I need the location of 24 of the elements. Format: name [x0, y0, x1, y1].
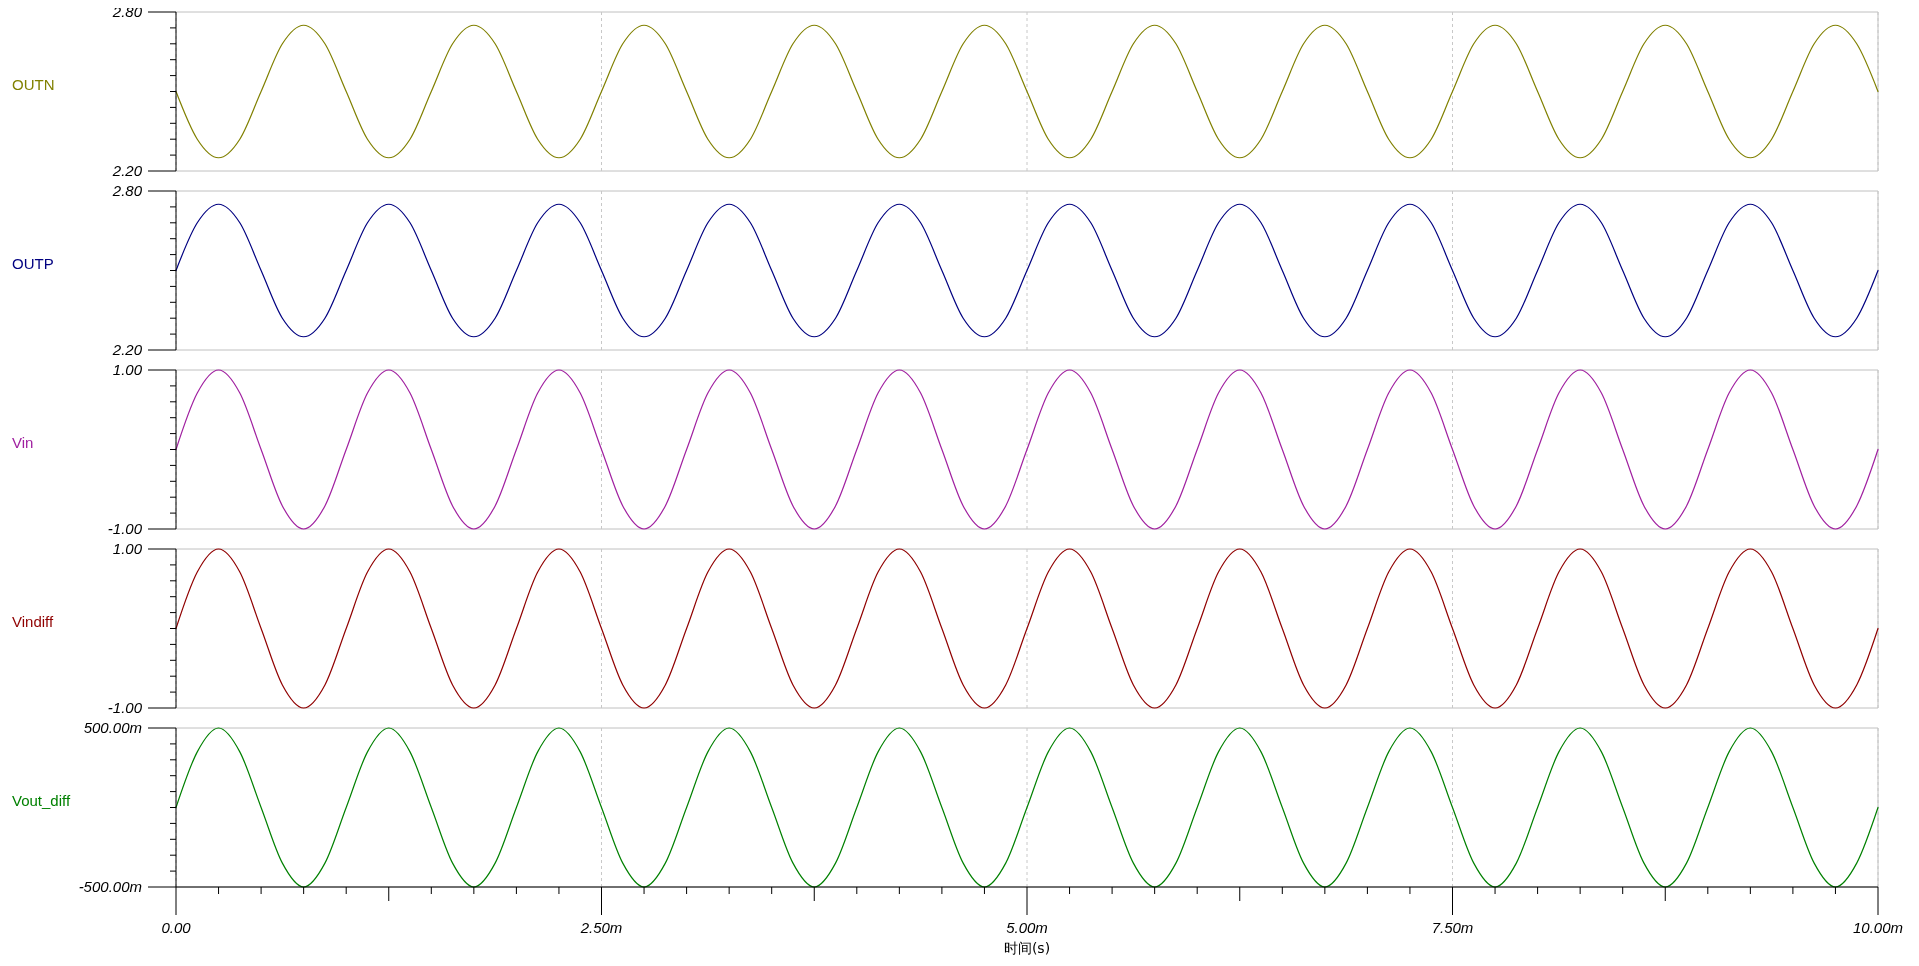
text: Vout_diff	[12, 792, 71, 810]
text: Vin	[12, 434, 34, 452]
y-tick-label: 1.00	[112, 540, 143, 558]
line-series	[175, 548, 1879, 709]
text: OUTP	[12, 255, 54, 273]
line-series	[175, 24, 1879, 159]
y-tick-label: 2.20	[111, 341, 143, 359]
y-tick-label: 2.20	[111, 162, 143, 180]
line-series	[175, 203, 1879, 338]
x-tick-label: 0.00	[161, 919, 192, 936]
x-tick-label: 7.50m	[1431, 919, 1474, 936]
line-series	[175, 369, 1879, 530]
y-tick-label: -1.00	[107, 699, 143, 717]
y-tick-label: -500.00m	[78, 878, 142, 896]
y-tick-label: -1.00	[107, 520, 143, 538]
x-tick-label: 5.00m	[1006, 919, 1048, 936]
x-tick-label: 10.00m	[1852, 919, 1904, 936]
text: OUTN	[12, 76, 55, 94]
y-tick-label: 500.00m	[83, 719, 142, 737]
y-tick-label: 2.80	[111, 182, 143, 200]
y-tick-label: 1.00	[112, 361, 143, 379]
x-axis-title: 时间(s)	[1003, 940, 1051, 956]
x-tick-label: 2.50m	[579, 919, 623, 936]
text: Vindiff	[12, 613, 54, 631]
